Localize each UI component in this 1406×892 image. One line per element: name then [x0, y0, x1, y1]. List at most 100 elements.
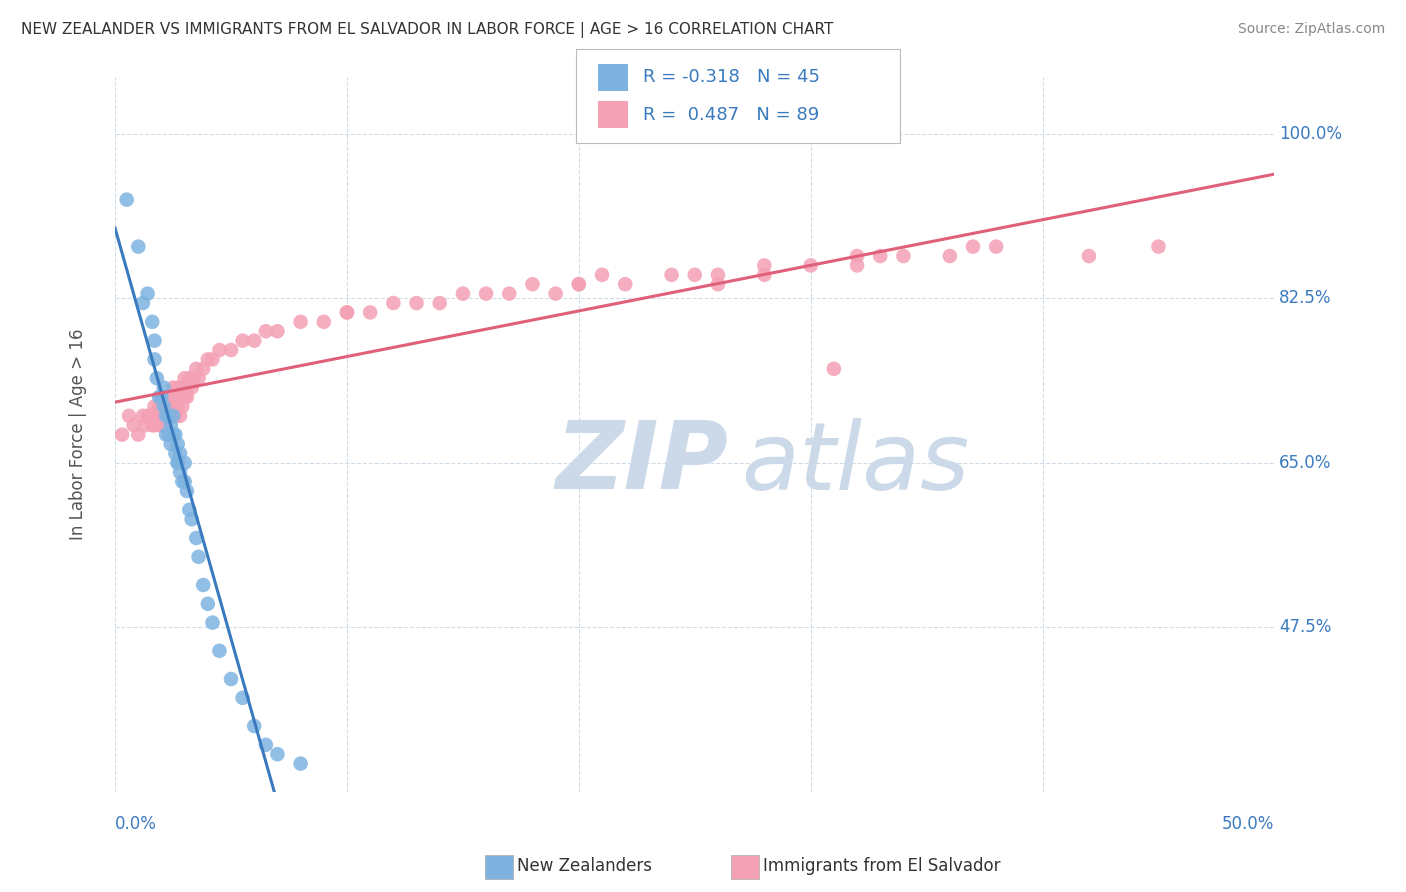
Text: New Zealanders: New Zealanders	[517, 857, 652, 875]
Point	[266, 324, 288, 338]
Point	[157, 400, 180, 414]
Point	[522, 277, 544, 292]
Point	[208, 343, 231, 357]
Point	[243, 719, 266, 733]
Point	[180, 512, 202, 526]
Point	[201, 352, 224, 367]
Point	[1147, 239, 1170, 253]
Point	[143, 418, 166, 433]
Point	[197, 352, 219, 367]
Point	[169, 465, 191, 479]
Point	[173, 475, 195, 489]
Point	[166, 400, 188, 414]
Point	[180, 381, 202, 395]
Point	[962, 239, 984, 253]
Point	[219, 343, 242, 357]
Point	[1077, 249, 1099, 263]
Text: atlas: atlas	[741, 417, 969, 508]
Point	[336, 305, 359, 319]
Point	[146, 409, 169, 423]
Point	[132, 296, 155, 310]
Text: 82.5%: 82.5%	[1279, 289, 1331, 308]
Point	[591, 268, 613, 282]
Point	[290, 315, 312, 329]
Point	[136, 286, 159, 301]
Point	[143, 352, 166, 367]
Text: 100.0%: 100.0%	[1279, 125, 1343, 143]
Point	[165, 427, 187, 442]
Point	[122, 418, 145, 433]
Point	[336, 305, 359, 319]
Point	[166, 437, 188, 451]
Point	[162, 381, 184, 395]
Point	[173, 390, 195, 404]
Point	[155, 409, 177, 423]
Point	[127, 427, 149, 442]
Point	[197, 597, 219, 611]
Point	[139, 409, 162, 423]
Point	[153, 418, 176, 433]
Point	[159, 390, 181, 404]
Point	[155, 427, 177, 442]
Point	[162, 427, 184, 442]
Point	[183, 371, 205, 385]
Point	[176, 390, 198, 404]
Text: Immigrants from El Salvador: Immigrants from El Salvador	[763, 857, 1001, 875]
Point	[165, 446, 187, 460]
Point	[132, 409, 155, 423]
Point	[169, 446, 191, 460]
Point	[544, 286, 567, 301]
Point	[290, 756, 312, 771]
Point	[429, 296, 451, 310]
Point	[166, 456, 188, 470]
Point	[118, 409, 141, 423]
Point	[568, 277, 591, 292]
Point	[475, 286, 498, 301]
Point	[614, 277, 637, 292]
Point	[846, 259, 869, 273]
Point	[115, 193, 138, 207]
Text: ZIP: ZIP	[555, 417, 728, 509]
Point	[201, 615, 224, 630]
Point	[187, 371, 209, 385]
Point	[208, 644, 231, 658]
Point	[157, 409, 180, 423]
Point	[382, 296, 405, 310]
Point	[166, 456, 188, 470]
Point	[312, 315, 335, 329]
Point	[162, 400, 184, 414]
Point	[155, 409, 177, 423]
Point	[359, 305, 381, 319]
Point	[683, 268, 706, 282]
Point	[193, 361, 215, 376]
Point	[176, 381, 198, 395]
Point	[134, 418, 156, 433]
Text: NEW ZEALANDER VS IMMIGRANTS FROM EL SALVADOR IN LABOR FORCE | AGE > 16 CORRELATI: NEW ZEALANDER VS IMMIGRANTS FROM EL SALV…	[21, 22, 834, 38]
Point	[143, 400, 166, 414]
Point	[173, 371, 195, 385]
Point	[754, 268, 776, 282]
Point	[232, 690, 254, 705]
Point	[150, 409, 173, 423]
Point	[155, 400, 177, 414]
Text: R = -0.318   N = 45: R = -0.318 N = 45	[643, 69, 820, 87]
Point	[111, 427, 134, 442]
Point	[157, 427, 180, 442]
Point	[159, 418, 181, 433]
Point	[254, 324, 277, 338]
Point	[143, 334, 166, 348]
Point	[155, 390, 177, 404]
Text: 0.0%: 0.0%	[115, 815, 157, 833]
Point	[150, 390, 173, 404]
Point	[127, 239, 149, 253]
Point	[150, 400, 173, 414]
Point	[243, 334, 266, 348]
Point	[169, 409, 191, 423]
Point	[176, 483, 198, 498]
Point	[939, 249, 962, 263]
Point	[187, 549, 209, 564]
Point	[172, 381, 194, 395]
Text: In Labor Force | Age > 16: In Labor Force | Age > 16	[69, 329, 87, 541]
Point	[869, 249, 891, 263]
Point	[141, 418, 163, 433]
